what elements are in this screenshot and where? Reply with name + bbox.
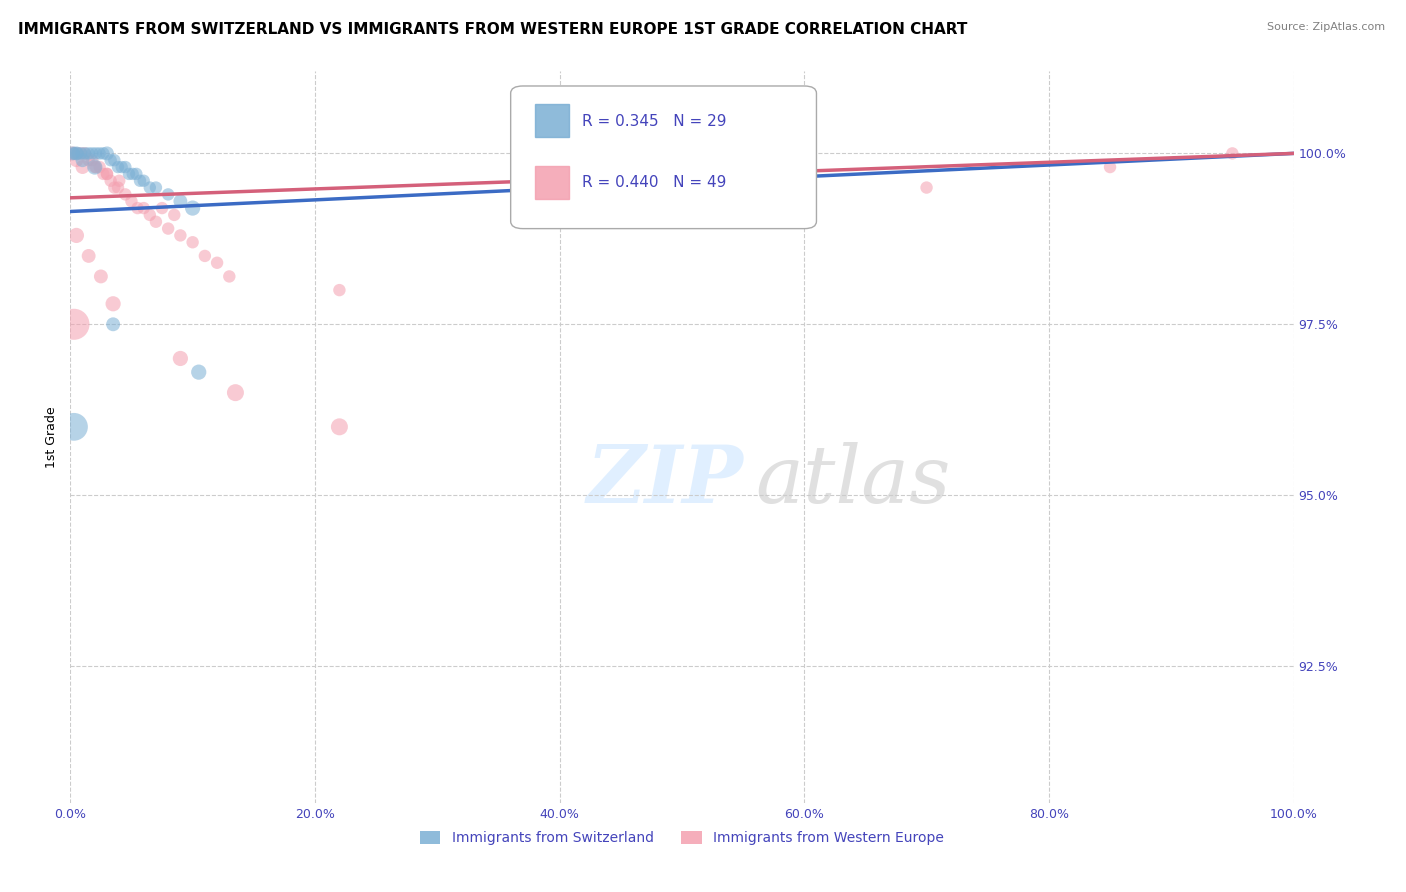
Point	[84, 160, 107, 174]
Point	[132, 201, 155, 215]
Point	[733, 201, 755, 215]
Point	[91, 167, 114, 181]
Point	[103, 153, 125, 168]
Point	[63, 146, 86, 161]
Point	[72, 153, 94, 168]
Point	[70, 146, 93, 161]
Point	[107, 160, 129, 174]
Point	[114, 187, 136, 202]
Point	[1099, 160, 1122, 174]
Point	[218, 269, 240, 284]
Point	[157, 187, 180, 202]
Text: IMMIGRANTS FROM SWITZERLAND VS IMMIGRANTS FROM WESTERN EUROPE 1ST GRADE CORRELAT: IMMIGRANTS FROM SWITZERLAND VS IMMIGRANT…	[18, 22, 967, 37]
Point	[63, 420, 86, 434]
Point	[77, 153, 100, 168]
Text: Source: ZipAtlas.com: Source: ZipAtlas.com	[1267, 22, 1385, 32]
FancyBboxPatch shape	[510, 86, 817, 228]
Point	[114, 160, 136, 174]
Text: R = 0.345   N = 29: R = 0.345 N = 29	[582, 113, 725, 128]
Point	[181, 201, 204, 215]
Point	[127, 201, 149, 215]
Point	[96, 167, 118, 181]
Y-axis label: 1st Grade: 1st Grade	[45, 406, 59, 468]
Point	[169, 194, 191, 209]
Point	[129, 174, 152, 188]
Point	[82, 146, 104, 161]
Point	[224, 385, 246, 400]
Point	[65, 228, 87, 243]
Point	[145, 215, 167, 229]
Point	[1220, 146, 1243, 161]
Point	[103, 180, 125, 194]
Point	[100, 153, 122, 168]
Point	[73, 146, 96, 161]
Point	[63, 318, 86, 332]
Point	[62, 146, 84, 161]
Point	[70, 146, 93, 161]
Point	[145, 180, 167, 194]
Point	[91, 146, 114, 161]
Text: atlas: atlas	[755, 442, 950, 520]
Point	[150, 201, 173, 215]
Point	[72, 160, 94, 174]
Point	[101, 297, 124, 311]
Point	[181, 235, 204, 250]
Point	[139, 208, 162, 222]
Point	[77, 146, 100, 161]
Point	[111, 160, 134, 174]
Point	[62, 146, 84, 161]
Point	[328, 420, 350, 434]
Point	[66, 146, 89, 161]
Point	[187, 365, 209, 379]
Point	[65, 146, 87, 161]
Point	[548, 215, 571, 229]
Point	[89, 160, 111, 174]
Point	[157, 221, 180, 235]
Point	[169, 228, 191, 243]
Point	[915, 180, 938, 194]
Point	[90, 269, 112, 284]
Point	[83, 160, 105, 174]
Point	[84, 146, 107, 161]
Point	[121, 167, 143, 181]
Point	[139, 180, 162, 194]
Point	[118, 167, 141, 181]
Point	[169, 351, 191, 366]
Point	[194, 249, 217, 263]
Point	[63, 146, 86, 161]
Point	[73, 146, 96, 161]
Point	[65, 153, 87, 168]
Legend: Immigrants from Switzerland, Immigrants from Western Europe: Immigrants from Switzerland, Immigrants …	[415, 826, 949, 851]
Point	[100, 174, 122, 188]
Point	[328, 283, 350, 297]
Bar	[536, 104, 569, 137]
Point	[163, 208, 186, 222]
Text: R = 0.440   N = 49: R = 0.440 N = 49	[582, 175, 725, 190]
Point	[83, 160, 105, 174]
Point	[121, 194, 143, 209]
Bar	[536, 167, 569, 200]
Point	[82, 153, 104, 168]
Point	[96, 167, 118, 181]
Point	[205, 256, 228, 270]
Point	[101, 318, 124, 332]
Point	[108, 174, 131, 188]
Point	[132, 174, 155, 188]
Point	[89, 146, 111, 161]
Text: ZIP: ZIP	[586, 442, 744, 520]
Point	[107, 180, 129, 194]
Point	[66, 146, 89, 161]
Point	[96, 146, 118, 161]
Point	[125, 167, 148, 181]
Point	[77, 249, 100, 263]
